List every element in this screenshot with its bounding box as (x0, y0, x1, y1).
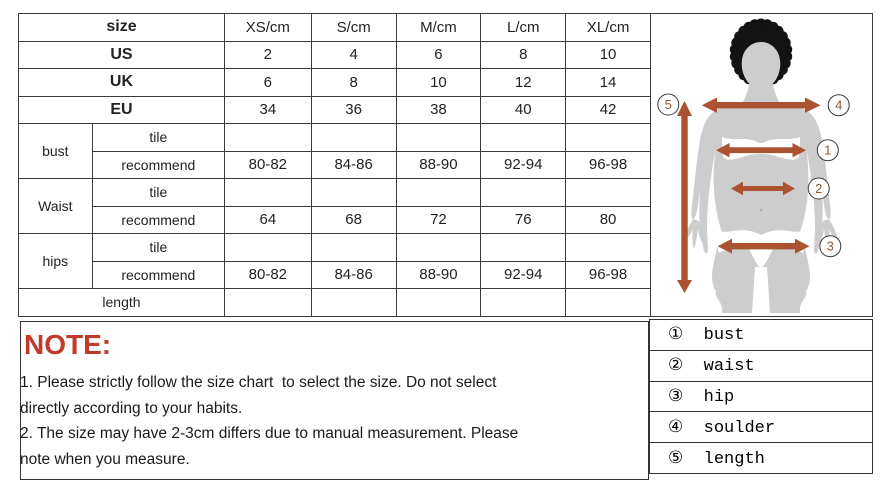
svg-text:3: 3 (827, 239, 834, 254)
svg-text:1: 1 (824, 143, 831, 158)
svg-text:5: 5 (665, 97, 672, 112)
svg-text:4: 4 (835, 98, 842, 113)
svg-text:2: 2 (815, 181, 822, 196)
